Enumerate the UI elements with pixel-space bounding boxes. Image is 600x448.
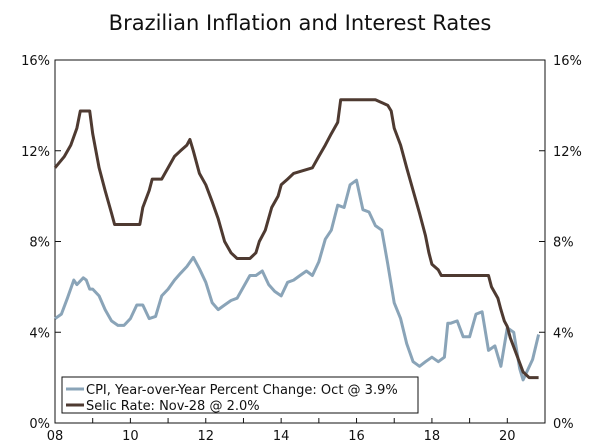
x-tick-label: 16 [348,429,365,444]
legend-label-cpi: CPI, Year-over-Year Percent Change: Oct … [86,383,398,398]
chart-title: Brazilian Inflation and Interest Rates [109,11,492,35]
plot-frame [54,59,546,424]
x-tick-label: 18 [424,429,441,444]
x-tick-label: 08 [47,429,64,444]
selic-line [53,98,539,380]
legend-box [61,376,419,414]
x-tick-label: 20 [499,429,516,444]
y-axis-right: 0% 4% 8% 12% 16% [539,54,582,432]
y-tick-left-label: 12% [21,145,50,160]
y-tick-left-label: 16% [21,54,50,69]
y-tick-right-label: 4% [553,326,574,341]
y-tick-right-label: 12% [553,145,582,160]
x-tick-label: 10 [122,429,139,444]
legend-label-selic: Selic Rate: Nov-28 @ 2.0% [86,399,260,414]
x-tick-label: 14 [273,429,290,444]
y-tick-left-label: 4% [29,326,50,341]
x-axis: 08 10 12 14 16 18 20 [47,418,546,444]
y-tick-left-label: 0% [29,417,50,432]
legend: CPI, Year-over-Year Percent Change: Oct … [61,376,419,414]
cpi-line [54,178,541,382]
x-tick-label: 12 [197,429,214,444]
y-tick-left-label: 8% [29,236,50,251]
y-tick-right-label: 0% [553,417,574,432]
series-lines [53,98,541,382]
y-tick-right-label: 16% [553,54,582,69]
y-axis-left: 0% 4% 8% 12% 16% [21,54,61,432]
y-tick-right-label: 8% [553,236,574,251]
